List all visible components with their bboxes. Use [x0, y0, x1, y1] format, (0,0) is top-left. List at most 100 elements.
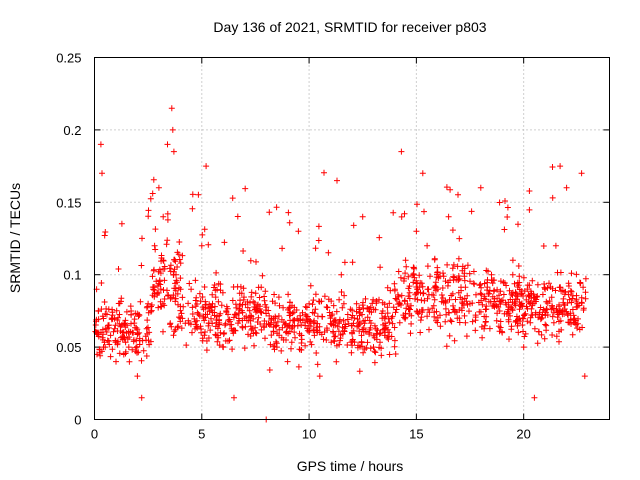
data-point — [462, 319, 469, 326]
data-point — [123, 308, 130, 315]
data-point — [222, 320, 229, 327]
data-point — [517, 318, 523, 325]
data-point — [535, 328, 542, 335]
data-point — [461, 273, 468, 280]
data-point — [496, 292, 502, 299]
data-point — [186, 280, 193, 287]
data-point — [410, 270, 417, 277]
data-point — [332, 322, 339, 329]
data-point — [279, 245, 286, 252]
data-point — [568, 270, 575, 277]
data-point — [527, 288, 534, 295]
data-point — [323, 337, 330, 343]
data-point — [348, 349, 355, 356]
data-point — [442, 318, 449, 325]
data-point — [225, 317, 232, 324]
data-point — [452, 296, 459, 303]
data-point — [161, 265, 168, 272]
data-point — [237, 301, 244, 308]
data-point — [189, 329, 195, 336]
data-point — [402, 257, 409, 264]
x-tick-label: 15 — [409, 427, 423, 442]
data-point — [531, 394, 538, 401]
data-point — [106, 322, 112, 329]
data-point — [321, 329, 328, 335]
data-point — [361, 346, 368, 353]
data-point — [536, 311, 543, 318]
data-point — [448, 318, 455, 325]
data-point — [201, 332, 208, 339]
data-point — [154, 289, 161, 296]
data-point — [397, 274, 404, 281]
data-point — [136, 329, 143, 336]
data-point — [526, 188, 533, 194]
data-point — [450, 306, 457, 313]
data-point — [447, 186, 454, 193]
data-point — [580, 305, 587, 312]
data-point — [390, 304, 397, 311]
data-point — [316, 323, 323, 330]
data-point — [546, 280, 552, 287]
data-point — [550, 309, 557, 316]
data-point — [497, 278, 504, 285]
data-point — [192, 325, 199, 332]
data-point — [137, 298, 144, 305]
data-point — [456, 315, 463, 322]
data-point — [148, 302, 155, 308]
data-point — [526, 282, 533, 289]
data-point — [262, 288, 269, 295]
data-point — [557, 163, 564, 170]
data-point — [349, 329, 355, 336]
data-point — [384, 334, 391, 341]
data-point — [115, 266, 122, 272]
data-point — [574, 325, 581, 332]
data-point — [222, 322, 228, 329]
data-point — [276, 302, 283, 309]
data-point — [576, 279, 583, 286]
data-point — [417, 289, 424, 296]
data-point — [446, 296, 453, 303]
data-point — [114, 340, 121, 347]
data-point — [454, 263, 461, 270]
data-point — [288, 339, 295, 346]
data-point — [138, 262, 145, 269]
data-point — [377, 339, 383, 346]
data-point — [506, 336, 512, 343]
data-point — [275, 313, 282, 319]
data-point — [229, 346, 236, 353]
data-point — [344, 316, 351, 323]
data-point — [289, 310, 296, 317]
data-point — [582, 295, 589, 302]
data-point — [542, 321, 549, 328]
data-point — [485, 291, 492, 297]
data-point — [414, 201, 420, 208]
data-point — [316, 373, 323, 380]
data-point — [515, 282, 522, 289]
data-point — [552, 242, 559, 249]
data-point — [506, 287, 513, 294]
data-point — [278, 347, 285, 354]
data-point — [537, 304, 544, 311]
data-point — [275, 294, 282, 301]
data-point — [229, 195, 236, 202]
data-point — [315, 298, 322, 305]
data-point — [379, 308, 386, 314]
data-point — [240, 285, 247, 292]
data-point — [420, 290, 427, 297]
data-point — [556, 338, 562, 345]
data-point — [573, 296, 580, 303]
data-point — [391, 286, 398, 293]
data-point — [100, 315, 107, 322]
data-point — [121, 321, 128, 327]
data-point — [259, 272, 266, 279]
data-point — [183, 342, 190, 349]
data-point — [185, 317, 192, 324]
data-point — [274, 318, 281, 325]
data-point — [333, 358, 340, 365]
data-point — [199, 294, 206, 300]
x-tick-label: 20 — [516, 427, 530, 442]
data-point — [153, 278, 160, 285]
data-point — [307, 323, 314, 330]
data-point — [400, 312, 407, 319]
x-tick-label: 5 — [198, 427, 205, 442]
